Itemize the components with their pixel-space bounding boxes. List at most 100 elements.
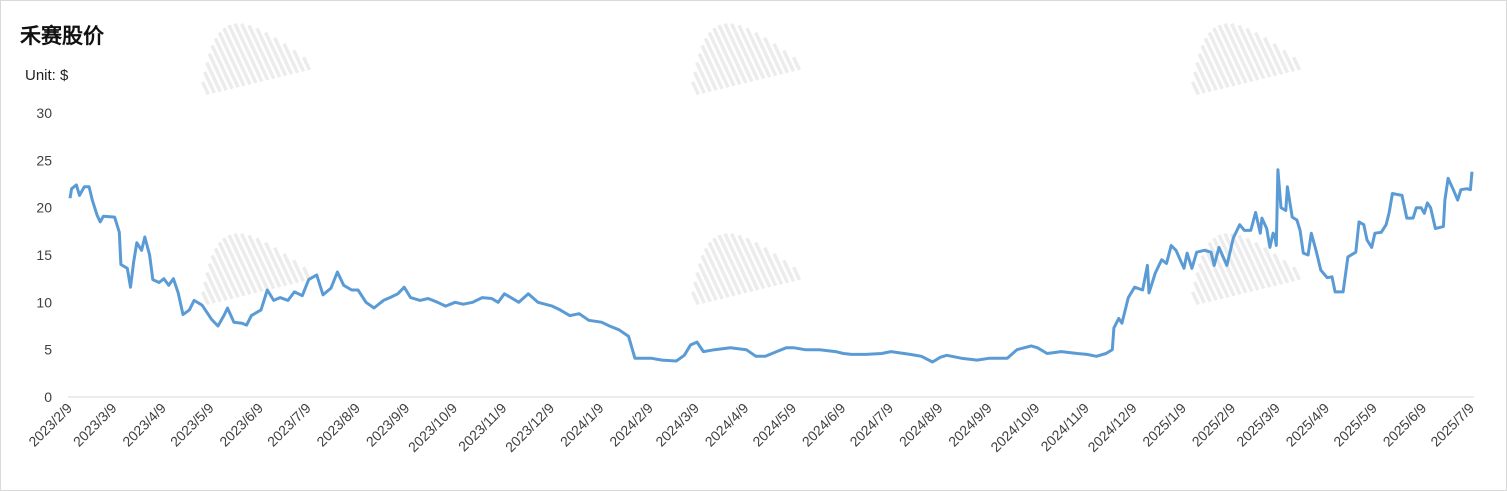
watermark-bar: [1195, 271, 1212, 303]
watermark-logo: [690, 22, 802, 96]
watermark-bar: [1197, 52, 1218, 91]
watermark-bar: [697, 262, 718, 301]
watermark-bar: [703, 37, 730, 88]
watermark-bar: [723, 232, 754, 293]
x-tick-label: 2023/10/9: [405, 400, 461, 456]
x-tick-label: 2025/2/9: [1189, 400, 1239, 450]
watermark-bar: [782, 49, 796, 73]
watermark-bar: [791, 266, 802, 281]
x-tick-label: 2023/9/9: [363, 400, 413, 450]
watermark-logo: [200, 22, 312, 96]
x-tick-label: 2025/1/9: [1139, 400, 1189, 450]
watermark-bar: [1291, 266, 1302, 281]
watermark-bar: [1253, 31, 1278, 77]
watermark-logo: [1190, 22, 1302, 96]
watermark-bar: [255, 237, 282, 288]
watermark-bar: [1291, 56, 1302, 71]
watermark-bar: [753, 31, 778, 77]
watermark-bar: [240, 232, 270, 291]
watermark-logo: [690, 232, 802, 306]
x-tick-label: 2024/8/9: [896, 400, 946, 450]
watermark-bar: [200, 291, 210, 306]
watermark-bar: [712, 237, 742, 296]
y-tick-label: 25: [36, 152, 52, 168]
x-tick-label: 2024/1/9: [557, 400, 607, 450]
watermark-bar: [700, 44, 724, 90]
watermark-bar: [690, 81, 700, 96]
watermark-bar: [222, 237, 252, 296]
watermark-bar: [695, 271, 712, 303]
x-tick-label: 2025/7/9: [1427, 400, 1477, 450]
watermark-bar: [737, 24, 766, 80]
x-tick-label: 2023/2/9: [25, 400, 75, 450]
watermark-bar: [247, 234, 276, 290]
watermark-bar: [737, 234, 766, 290]
watermark-bar: [263, 31, 288, 77]
watermark-bar: [1192, 281, 1206, 304]
watermark-bar: [712, 27, 742, 86]
watermark-bar: [1217, 24, 1248, 84]
y-tick-label: 15: [36, 247, 52, 263]
watermark-bar: [700, 254, 724, 300]
watermark-bar: [1212, 27, 1242, 86]
series-line: [68, 168, 1474, 364]
unit-label: Unit: $: [25, 67, 69, 84]
watermark-bar: [217, 31, 246, 87]
x-tick-label: 2025/4/9: [1282, 400, 1332, 450]
watermark-bar: [1192, 71, 1206, 94]
watermark-bar: [210, 254, 234, 300]
watermark-bar: [791, 56, 802, 71]
watermark-bar: [240, 22, 270, 81]
y-tick-label: 5: [44, 342, 52, 358]
watermark-bar: [233, 22, 264, 83]
watermark-bar: [207, 262, 228, 301]
watermark-layer: [200, 22, 1302, 306]
watermark-bar: [717, 24, 748, 84]
watermark-bar: [730, 22, 760, 81]
watermark-bar: [1237, 234, 1266, 290]
watermark-bar: [227, 24, 258, 84]
x-tick-label: 2025/6/9: [1380, 400, 1430, 450]
watermark-bar: [707, 31, 736, 87]
watermark-bar: [301, 266, 312, 281]
y-tick-label: 30: [36, 105, 52, 121]
watermark-bar: [292, 49, 306, 73]
watermark-logo: [200, 232, 312, 306]
watermark-bar: [1230, 232, 1260, 291]
x-tick-label: 2024/4/9: [702, 400, 752, 450]
watermark-bar: [717, 234, 748, 294]
watermark-bar: [695, 61, 712, 93]
watermark-bar: [202, 71, 216, 94]
watermark-bar: [1203, 247, 1230, 298]
watermark-bar: [707, 241, 736, 297]
x-tick-label: 2025/3/9: [1233, 400, 1283, 450]
watermark-bar: [207, 52, 228, 91]
watermark-bar: [692, 281, 706, 304]
watermark-bar: [745, 237, 772, 288]
watermark-bar: [227, 234, 258, 294]
x-tick-label: 2024/3/9: [652, 400, 702, 450]
watermark-bar: [1253, 241, 1278, 287]
watermark-bar: [263, 241, 288, 287]
watermark-bar: [782, 259, 796, 283]
watermark-bar: [1200, 254, 1224, 300]
chart-title: 禾赛股价: [20, 24, 104, 48]
x-tick-label: 2024/11/9: [1037, 400, 1092, 455]
x-tick-label: 2024/9/9: [945, 400, 995, 450]
y-tick-label: 0: [44, 389, 52, 405]
watermark-bar: [1245, 237, 1272, 288]
watermark-bar: [233, 232, 264, 293]
watermark-bar: [205, 61, 222, 93]
watermark-bar: [282, 252, 300, 284]
y-tick-label: 20: [36, 200, 52, 216]
x-tick-label: 2025/5/9: [1330, 400, 1380, 450]
watermark-bar: [723, 22, 754, 83]
x-tick-label: 2023/12/9: [502, 400, 558, 456]
watermark-bar: [1217, 234, 1248, 294]
watermark-bar: [1190, 81, 1200, 96]
watermark-bar: [1223, 22, 1254, 83]
watermark-bar: [772, 42, 790, 74]
watermark-bar: [202, 281, 216, 304]
watermark-bar: [697, 52, 718, 91]
